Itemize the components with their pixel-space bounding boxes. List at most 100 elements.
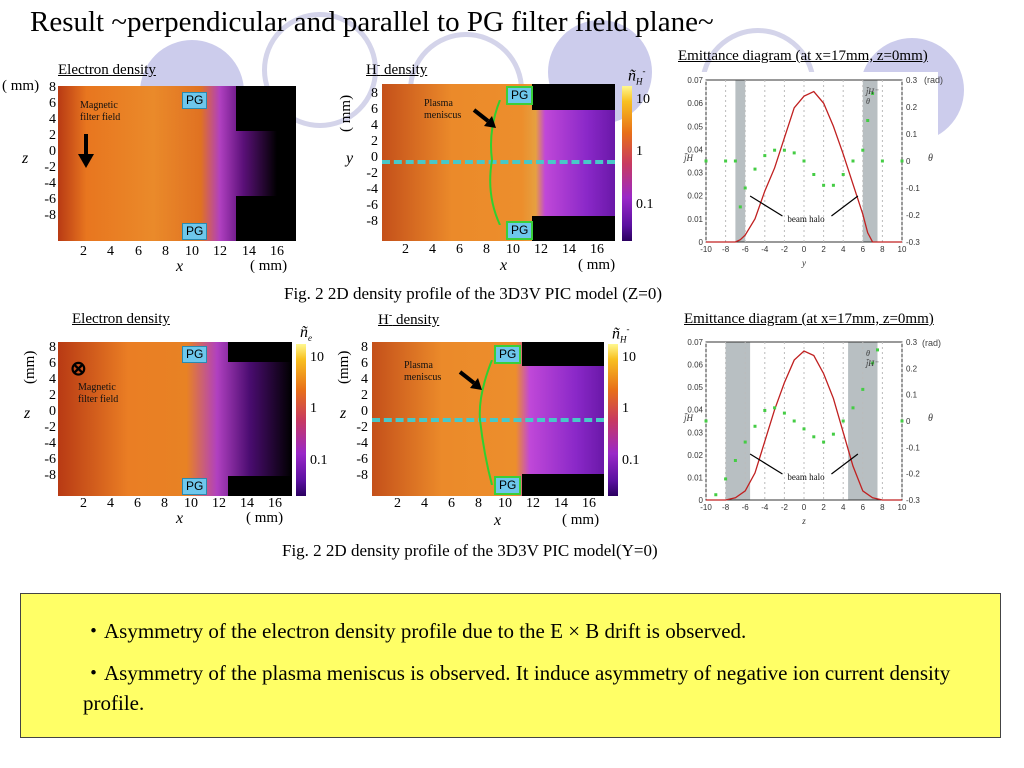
beam-halo-arrow [831,195,859,217]
bottom-hminus-annotation: Plasma meniscus [404,360,442,383]
colorbar-tick: 1 [622,401,629,416]
pg-label: PG [494,345,522,364]
pg-label: PG [506,86,534,105]
bottom-electron-heatmap [58,342,292,496]
theta-point [822,440,826,444]
x-tick-label: 4 [841,503,846,512]
colorbar-tick: 10 [636,92,650,107]
top-electron-annotation: Magnetic filter field [80,100,121,123]
top-colorbar-label: ñH- [628,66,646,87]
bottom-electron-annotation: Magnetic filter field [78,382,119,405]
y-tick-label: 0.01 [687,215,703,224]
x-tick-label: -4 [761,245,769,254]
top-hminus-xunit: ( mm) [578,257,616,273]
theta-point [876,348,879,352]
beam-halo-arrow [749,453,783,475]
top-hminus-ylabel: y [346,150,354,167]
colorbar-tick: 0.1 [636,197,654,212]
slide-title: Result ~perpendicular and parallel to PG… [30,6,714,38]
theta-point [763,154,767,158]
pg-label: PG [182,92,208,109]
y-tick-label: 0.07 [687,76,703,85]
colorbar-tick: 10 [622,350,636,365]
y2-tick-label: 0.1 [906,391,918,400]
theta-point [792,419,796,423]
x-tick-label: 0 [802,503,807,512]
bottom-emittance-chart: -10 -8 -6 -4 -2 0 2 4 6 8 10 0.07 0.06 0.05 0.04 0.03 0.… [676,334,938,530]
theta-point [733,459,737,462]
theta-point [738,205,742,209]
legend-label: j̃H⁻ [865,87,879,96]
y-tick-label: 0.07 [687,338,703,347]
bottom-emittance-title: Emittance diagram (at x=17mm, z=0mm) [684,311,934,327]
theta-point [704,419,708,423]
x-tick-label: -8 [722,503,730,512]
top-hminus-center-line [382,160,615,164]
x-tick-label: -2 [781,245,789,254]
theta-point [866,119,870,122]
y-tick-label: 0 [699,238,704,247]
x-tick-label: 10 [898,245,907,254]
x-tick-label: -6 [742,245,750,254]
top-emittance-title: Emittance diagram (at x=17mm, z=0mm) [678,48,928,64]
top-electron-title: Electron density [58,62,156,78]
theta-point [753,167,757,171]
bottom-hminus-yunit: (mm) [336,350,352,384]
y-tick-label: 0.02 [687,451,703,460]
top-hminus-colorbar [622,86,632,241]
meniscus-arrow [472,108,498,135]
x-tick-label: 8 [880,245,885,254]
theta-point [753,424,757,428]
colorbar-tick: 0.1 [622,453,640,468]
meniscus-arrow [458,370,484,397]
beam-halo-arrow [831,453,859,475]
legend-label: θ [866,349,870,358]
y-tick-label: 0.05 [687,383,703,392]
theta-point [782,411,786,415]
y-axis-label: j̃H [683,413,694,423]
beam-halo-band [735,80,746,242]
y2-tick-label: 0.3 [906,76,918,85]
theta-point [831,183,835,187]
theta-point [861,148,865,152]
y-tick-label: 0.04 [687,406,703,415]
bottom-colorbar-label: ñH- [612,324,630,345]
bottom-electron-ylabel: z [24,405,31,422]
pg-label: PG [182,223,208,240]
y-tick-label: 0.04 [687,145,703,154]
y2-tick-label: 0.2 [906,364,918,373]
top-hminus-title: H- density [366,60,428,78]
colorbar-tick: 1 [636,144,643,159]
top-emit-rad: (rad) [924,75,944,85]
top-emittance-chart: -10 -8 -6 -4 -2 0 2 4 6 8 10 0.07 0.06 0.05 0.04 0.03 0.… [676,72,938,272]
legend-label: j̃H⁻ [865,359,879,368]
theta-point [851,406,855,410]
y-tick-label: 0.06 [687,361,703,370]
theta-point [900,419,904,423]
theta-point [802,159,806,163]
theta-point [900,159,904,163]
bottom-hminus-xlabel: x [494,512,502,529]
title-decoration-ring [262,12,378,128]
y-tick-label: 0.02 [687,192,703,201]
beam-halo-band [862,80,878,242]
theta-point [880,159,884,163]
bottom-electron-xlabel: x [176,510,184,527]
theta-point [812,173,816,176]
x-tick-label: -6 [742,503,750,512]
bottom-electron-colorbar-label: ñe [300,324,312,344]
colorbar-tick: 10 [310,350,324,365]
beam-halo-label: beam halo [787,472,825,482]
y2-tick-label: -0.3 [906,496,920,505]
theta-point [773,406,777,410]
y-tick-label: 0.06 [687,99,703,108]
top-figure-caption: Fig. 2 2D density profile of the 3D3V PI… [284,284,663,303]
theta-point [704,159,708,163]
bottom-meniscus-curve [470,359,500,490]
theta-point [733,159,737,163]
theta-point [743,440,747,444]
y2-tick-label: -0.3 [906,238,920,247]
theta-point [841,173,845,176]
bottom-hminus-center-line [372,418,604,422]
x-axis-label: z [801,516,806,526]
